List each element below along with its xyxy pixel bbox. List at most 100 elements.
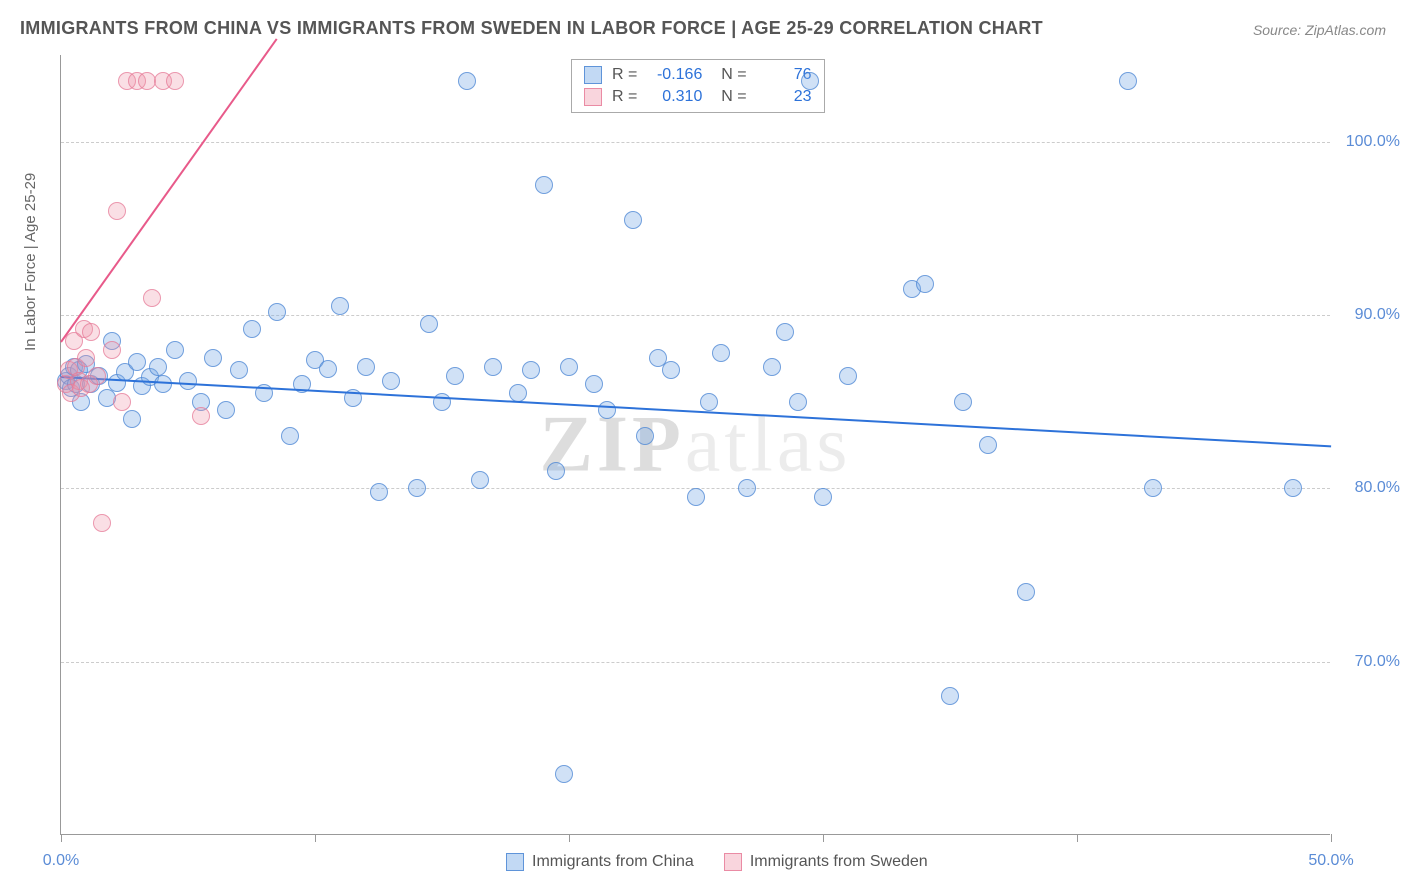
data-point [1119, 72, 1137, 90]
data-point [446, 367, 464, 385]
data-point [458, 72, 476, 90]
data-point [509, 384, 527, 402]
legend-row-china: R = -0.166 N = 76 [584, 64, 812, 86]
data-point [941, 687, 959, 705]
y-tick-label: 90.0% [1355, 306, 1400, 324]
data-point [77, 349, 95, 367]
data-point [113, 393, 131, 411]
y-tick-label: 100.0% [1346, 133, 1400, 151]
series-legend: Immigrants from China Immigrants from Sw… [506, 853, 928, 871]
data-point [560, 358, 578, 376]
data-point [839, 367, 857, 385]
data-point [82, 323, 100, 341]
y-tick-label: 80.0% [1355, 479, 1400, 497]
data-point [433, 393, 451, 411]
data-point [357, 358, 375, 376]
data-point [555, 765, 573, 783]
data-point [166, 341, 184, 359]
gridline [61, 662, 1330, 663]
data-point [535, 176, 553, 194]
data-point [700, 393, 718, 411]
data-point [408, 479, 426, 497]
x-tick-label: 0.0% [43, 852, 79, 870]
data-point [268, 303, 286, 321]
legend-row-sweden: R = 0.310 N = 23 [584, 86, 812, 108]
data-point [93, 514, 111, 532]
data-point [979, 436, 997, 454]
source-label: Source: [1253, 22, 1301, 38]
x-tick [1077, 834, 1078, 842]
n-label: N = [712, 88, 746, 106]
data-point [123, 410, 141, 428]
data-point [662, 361, 680, 379]
swatch-icon [584, 66, 602, 84]
data-point [166, 72, 184, 90]
data-point [243, 320, 261, 338]
data-point [331, 297, 349, 315]
n-label: N = [712, 66, 746, 84]
correlation-legend: R = -0.166 N = 76 R = 0.310 N = 23 [571, 59, 825, 113]
data-point [88, 367, 106, 385]
data-point [712, 344, 730, 362]
data-point [204, 349, 222, 367]
y-axis-label: In Labor Force | Age 25-29 [22, 173, 39, 351]
x-tick-label: 50.0% [1308, 852, 1353, 870]
data-point [484, 358, 502, 376]
legend-item-china: Immigrants from China [506, 853, 694, 871]
data-point [598, 401, 616, 419]
swatch-icon [584, 88, 602, 106]
source-value: ZipAtlas.com [1305, 22, 1386, 38]
data-point [103, 341, 121, 359]
chart-container: IMMIGRANTS FROM CHINA VS IMMIGRANTS FROM… [0, 0, 1406, 892]
data-point [789, 393, 807, 411]
gridline [61, 315, 1330, 316]
data-point [1284, 479, 1302, 497]
r-value: 0.310 [647, 88, 702, 106]
data-point [217, 401, 235, 419]
data-point [370, 483, 388, 501]
legend-label: Immigrants from China [532, 853, 694, 871]
data-point [281, 427, 299, 445]
swatch-icon [724, 853, 742, 871]
x-tick [823, 834, 824, 842]
data-point [192, 407, 210, 425]
data-point [230, 361, 248, 379]
x-tick [569, 834, 570, 842]
data-point [801, 72, 819, 90]
data-point [585, 375, 603, 393]
r-label: R = [612, 88, 637, 106]
trend-line [61, 376, 1331, 447]
n-value: 23 [757, 88, 812, 106]
data-point [916, 275, 934, 293]
data-point [763, 358, 781, 376]
r-label: R = [612, 66, 637, 84]
data-point [687, 488, 705, 506]
data-point [624, 211, 642, 229]
x-tick [1331, 834, 1332, 842]
data-point [547, 462, 565, 480]
data-point [179, 372, 197, 390]
legend-item-sweden: Immigrants from Sweden [724, 853, 928, 871]
data-point [471, 471, 489, 489]
data-point [522, 361, 540, 379]
data-point [420, 315, 438, 333]
x-tick [61, 834, 62, 842]
data-point [319, 360, 337, 378]
data-point [382, 372, 400, 390]
data-point [776, 323, 794, 341]
data-point [154, 375, 172, 393]
legend-label: Immigrants from Sweden [750, 853, 928, 871]
r-value: -0.166 [647, 66, 702, 84]
source-attribution: Source: ZipAtlas.com [1253, 22, 1386, 38]
data-point [738, 479, 756, 497]
data-point [954, 393, 972, 411]
data-point [143, 289, 161, 307]
gridline [61, 142, 1330, 143]
y-tick-label: 70.0% [1355, 653, 1400, 671]
swatch-icon [506, 853, 524, 871]
data-point [814, 488, 832, 506]
data-point [1144, 479, 1162, 497]
x-tick [315, 834, 316, 842]
data-point [128, 353, 146, 371]
plot-area: ZIPatlas R = -0.166 N = 76 R = 0.310 N =… [60, 55, 1330, 835]
